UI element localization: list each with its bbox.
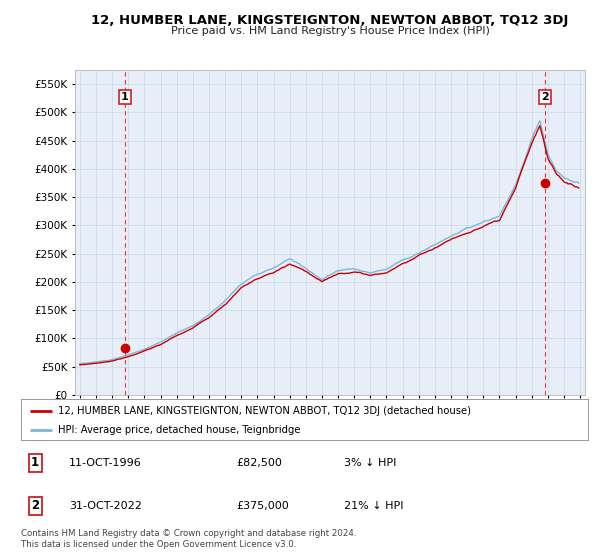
Text: 3% ↓ HPI: 3% ↓ HPI: [344, 458, 397, 468]
Text: 2: 2: [31, 499, 39, 512]
Text: 1: 1: [121, 92, 129, 102]
Text: £82,500: £82,500: [236, 458, 283, 468]
Text: £375,000: £375,000: [236, 501, 289, 511]
Text: 2: 2: [541, 92, 549, 102]
Text: 31-OCT-2022: 31-OCT-2022: [69, 501, 142, 511]
Text: Price paid vs. HM Land Registry's House Price Index (HPI): Price paid vs. HM Land Registry's House …: [170, 26, 490, 36]
Text: Contains HM Land Registry data © Crown copyright and database right 2024.
This d: Contains HM Land Registry data © Crown c…: [21, 529, 356, 549]
Text: 11-OCT-1996: 11-OCT-1996: [69, 458, 142, 468]
Text: 1: 1: [31, 456, 39, 469]
Text: HPI: Average price, detached house, Teignbridge: HPI: Average price, detached house, Teig…: [58, 425, 301, 435]
Text: 21% ↓ HPI: 21% ↓ HPI: [344, 501, 404, 511]
Text: 12, HUMBER LANE, KINGSTEIGNTON, NEWTON ABBOT, TQ12 3DJ: 12, HUMBER LANE, KINGSTEIGNTON, NEWTON A…: [91, 14, 569, 27]
Text: 12, HUMBER LANE, KINGSTEIGNTON, NEWTON ABBOT, TQ12 3DJ (detached house): 12, HUMBER LANE, KINGSTEIGNTON, NEWTON A…: [58, 405, 471, 416]
